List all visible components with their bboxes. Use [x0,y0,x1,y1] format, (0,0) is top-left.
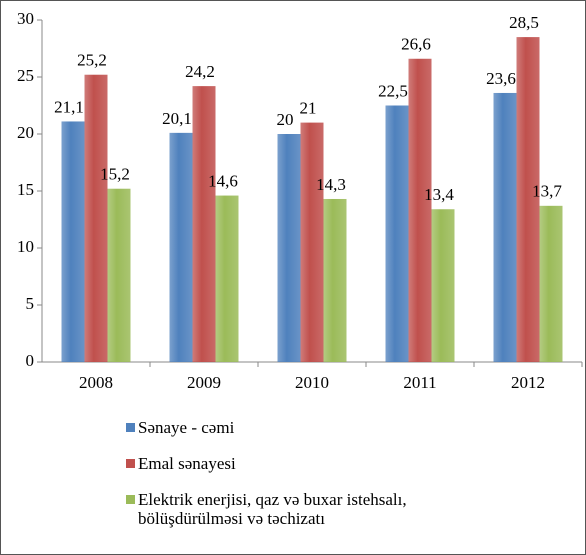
bar [215,195,239,362]
y-tick-label: 0 [26,351,35,370]
bar [107,188,131,362]
legend-swatch [126,459,135,468]
bar [300,122,324,362]
bar [431,209,455,362]
legend-label: Sənaye - cəmi [138,418,235,437]
y-tick-label: 15 [17,180,34,199]
y-tick-label: 30 [17,9,34,28]
legend-item: Emal sənayesi [126,454,486,473]
legend-label: Emal sənayesi [138,454,236,473]
data-label: 24,2 [185,62,215,81]
data-label: 23,6 [486,69,516,88]
data-label: 15,2 [100,165,130,184]
y-tick-label: 25 [17,66,34,85]
legend-swatch [126,423,135,432]
x-tick-label: 2009 [187,373,221,392]
data-label: 13,4 [424,185,454,204]
x-tick-label: 2008 [79,373,113,392]
bar [61,121,85,363]
data-label: 14,3 [316,175,346,194]
x-tick-label: 2011 [403,373,436,392]
bar [493,92,517,363]
data-label: 21,1 [54,97,84,116]
legend: Sənaye - cəmi Emal sənayesi Elektrik enerj… [126,418,486,545]
data-label: 26,6 [401,35,431,54]
data-label: 28,5 [509,13,539,32]
bar [192,86,216,363]
bar [84,74,108,362]
data-label: 20 [277,110,294,129]
y-tick-label: 20 [17,123,34,142]
bar [408,58,432,362]
bar [516,37,540,362]
legend-item: Sənaye - cəmi [126,418,486,437]
bar [385,105,409,362]
legend-label: Elektrik enerjisi, qaz və buxar istehsal… [138,490,407,528]
x-tick-label: 2010 [295,373,329,392]
bar [323,198,347,362]
y-tick-label: 10 [17,237,34,256]
data-label: 22,5 [378,81,408,100]
bar [539,205,563,362]
bar [169,132,193,362]
y-tick-label: 5 [26,294,35,313]
data-label: 21 [300,99,317,118]
data-label: 25,2 [77,51,107,70]
legend-item: Elektrik enerjisi, qaz və buxar istehsal… [126,490,486,528]
data-label: 13,7 [532,182,562,201]
bar [277,134,301,362]
x-tick-label: 2012 [511,373,545,392]
legend-swatch [126,495,135,504]
data-label: 20,1 [162,109,192,128]
data-label: 14,6 [208,171,238,190]
